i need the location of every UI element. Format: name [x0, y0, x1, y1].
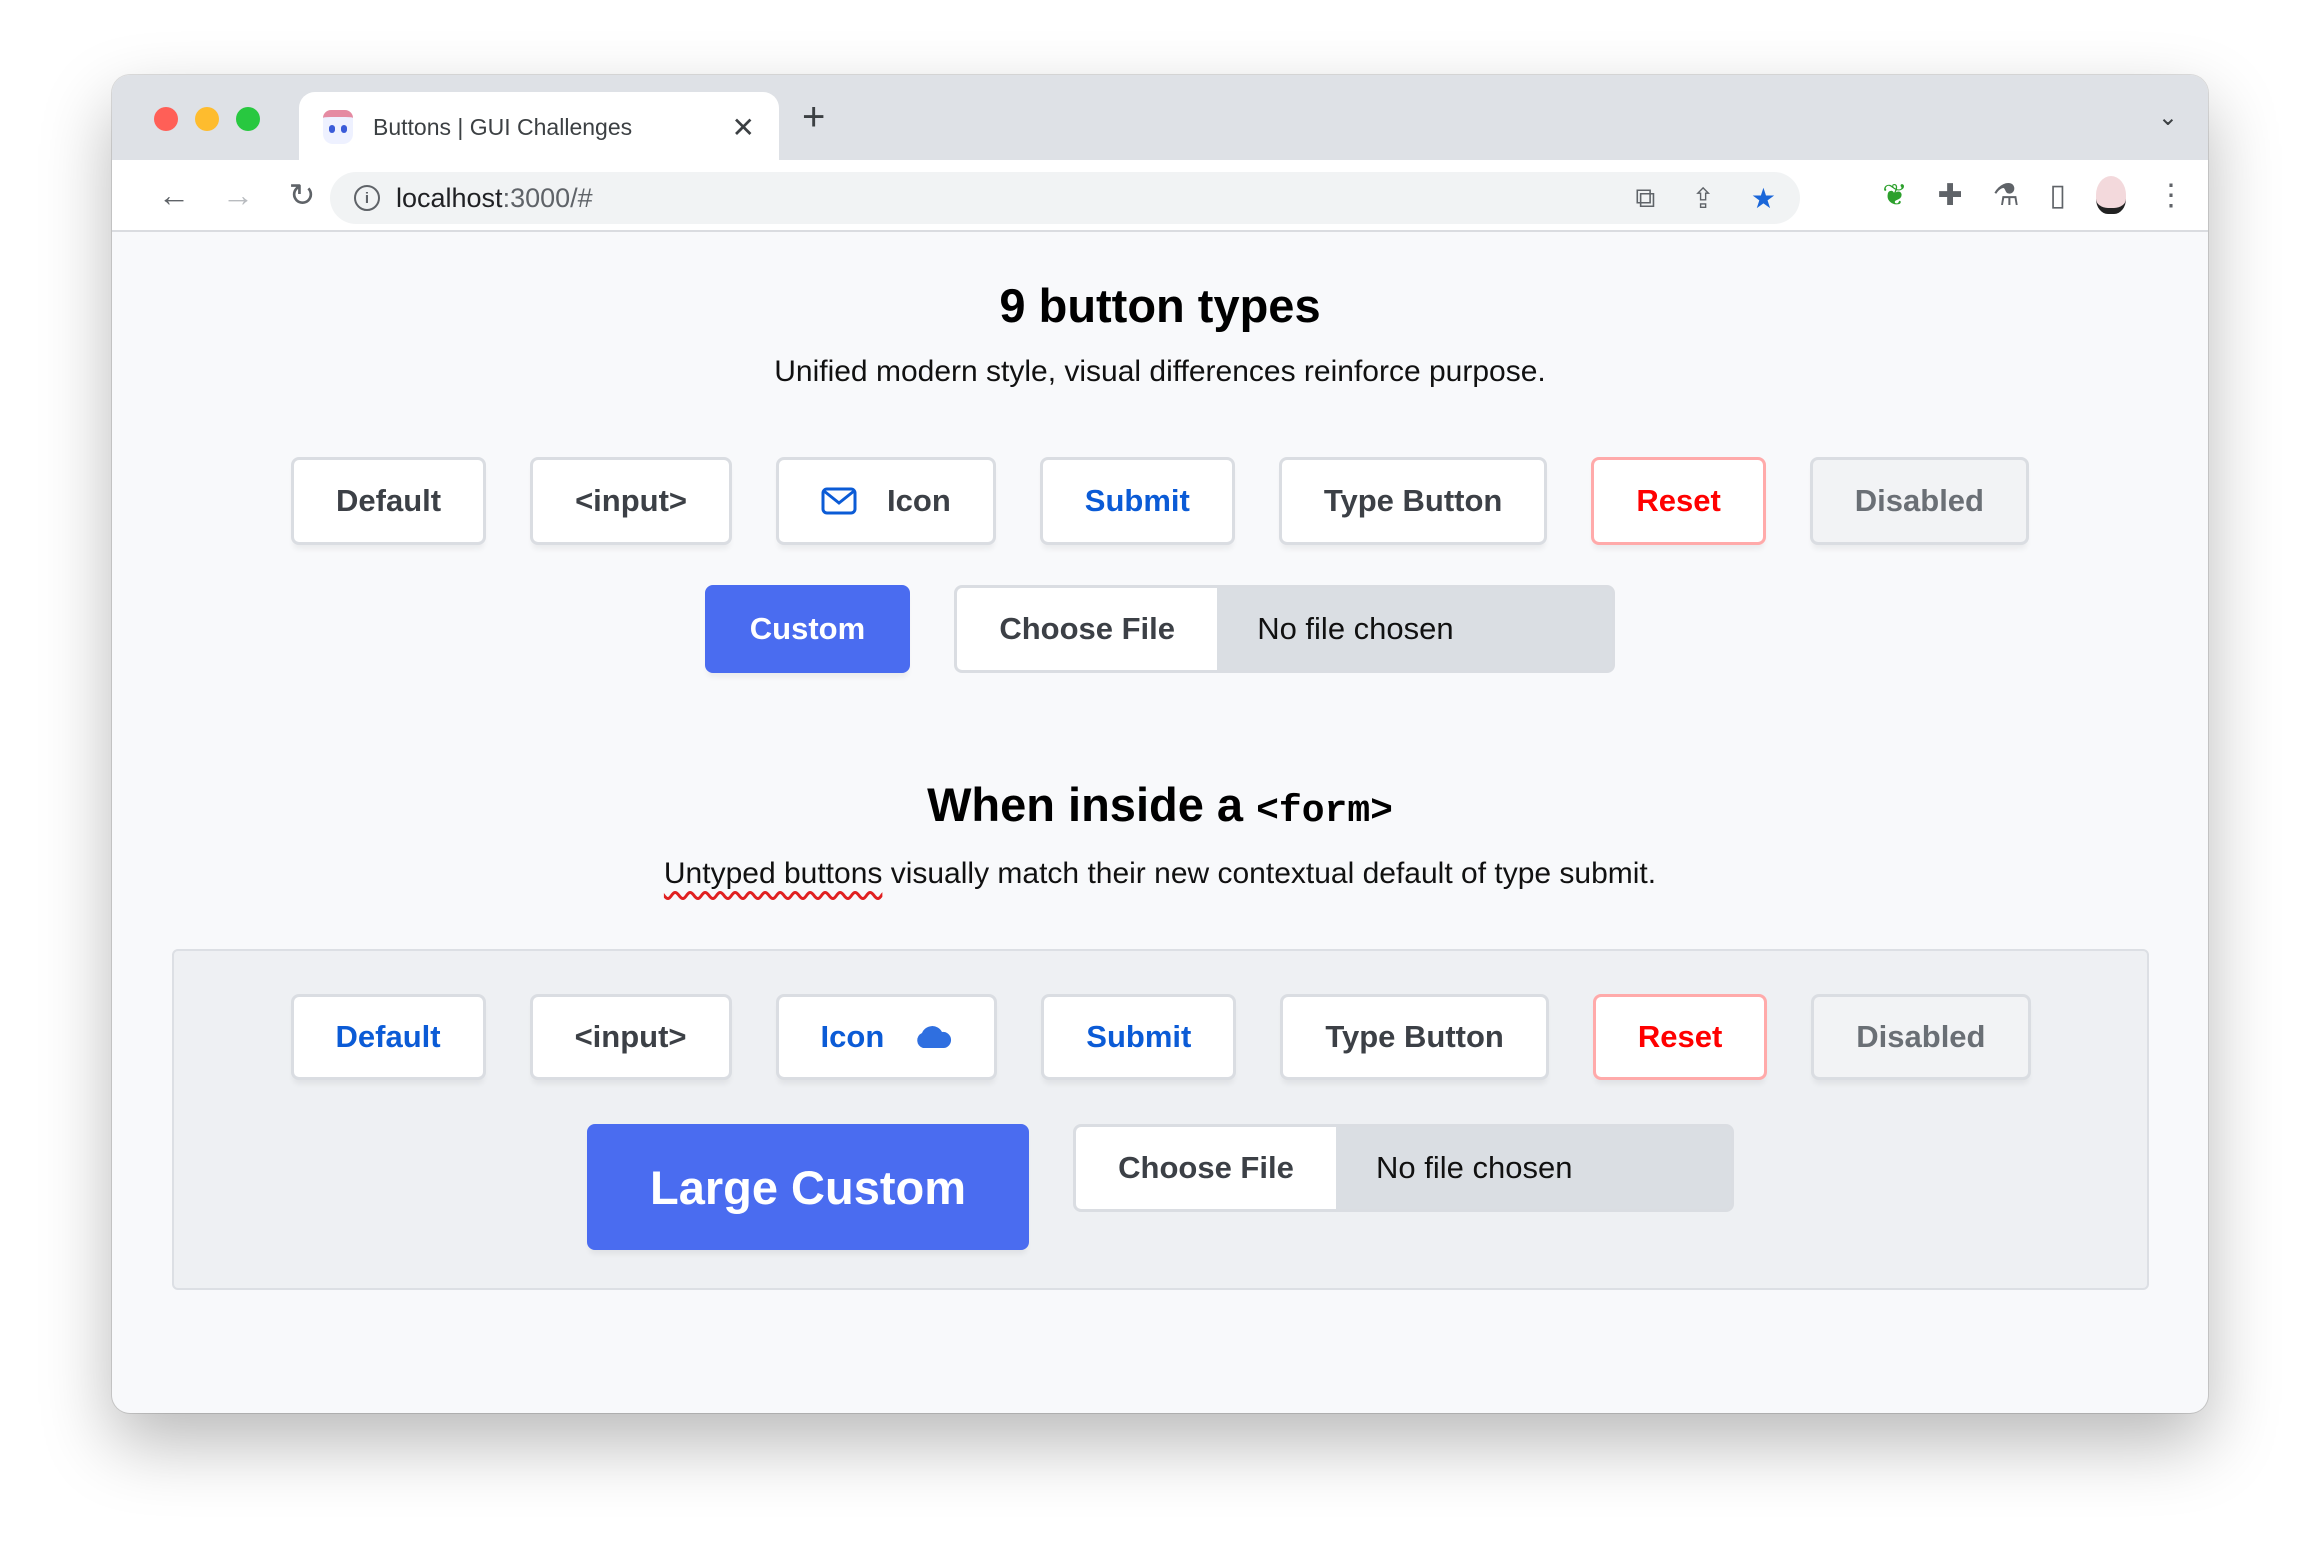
- input-button[interactable]: <input>: [530, 457, 733, 545]
- section-title: 9 button types: [999, 279, 1321, 332]
- tab-title: Buttons | GUI Challenges: [373, 113, 633, 140]
- url-path: :3000/#: [502, 182, 593, 213]
- form-title-code: <form>: [1256, 790, 1393, 833]
- form-input-button[interactable]: <input>: [529, 994, 732, 1080]
- reload-icon[interactable]: ↻: [288, 177, 316, 213]
- form-submit-button[interactable]: Submit: [1041, 994, 1237, 1080]
- extension-leaf-icon[interactable]: ❦: [1882, 178, 1908, 212]
- button-row-2: Custom Choose File No file chosen: [112, 585, 2208, 673]
- choose-file-button[interactable]: Choose File: [957, 588, 1218, 670]
- section-subtitle: Unified modern style, visual differences…: [774, 355, 1546, 388]
- button-row: Default <input> Icon Submit Type Button …: [112, 457, 2208, 545]
- profile-avatar[interactable]: [2096, 176, 2126, 214]
- address-bar[interactable]: i localhost:3000/# ⧉ ⇪ ★: [330, 172, 1800, 224]
- extensions-puzzle-icon[interactable]: ✚: [1937, 178, 1963, 212]
- forward-icon[interactable]: →: [222, 176, 254, 213]
- spellcheck-text: Untyped buttons: [663, 857, 883, 890]
- favicon-icon: [323, 110, 353, 144]
- extensions-area: ❦ ✚ ⚗ ▯ ⋮: [1882, 176, 2186, 214]
- submit-button[interactable]: Submit: [1039, 457, 1235, 545]
- page-content: 9 button types Unified modern style, vis…: [112, 232, 2208, 1413]
- file-status: No file chosen: [1257, 611, 1454, 646]
- form-default-button[interactable]: Default: [290, 994, 486, 1080]
- info-icon[interactable]: i: [354, 185, 380, 211]
- new-tab-button[interactable]: +: [802, 95, 826, 139]
- browser-window: Buttons | GUI Challenges ✕ + ⌄ ← → ↻ i l…: [112, 75, 2208, 1413]
- large-custom-button[interactable]: Large Custom: [587, 1124, 1029, 1250]
- labs-flask-icon[interactable]: ⚗: [1992, 178, 2020, 212]
- side-panel-icon[interactable]: ▯: [2049, 178, 2066, 212]
- tab-active[interactable]: Buttons | GUI Challenges ✕: [299, 92, 779, 162]
- form-section-subtitle: Untyped buttons visually match their new…: [112, 857, 2208, 891]
- form-icon-button[interactable]: Icon: [775, 994, 998, 1080]
- back-icon[interactable]: ←: [158, 176, 190, 213]
- disabled-button: Disabled: [1809, 457, 2029, 545]
- maximize-window-button[interactable]: [236, 107, 260, 131]
- open-external-icon[interactable]: ⧉: [1635, 181, 1656, 213]
- url-host: localhost: [396, 182, 503, 213]
- form-reset-button[interactable]: Reset: [1592, 994, 1768, 1080]
- form-icon-button-label: Icon: [820, 1019, 885, 1054]
- form-container: Default <input> Icon Submit Type Button …: [172, 949, 2149, 1290]
- default-button[interactable]: Default: [291, 457, 487, 545]
- cloud-icon: [917, 1026, 952, 1048]
- subtitle-rest: visually match their new contextual defa…: [882, 857, 1657, 890]
- form-choose-file-button[interactable]: Choose File: [1076, 1127, 1336, 1209]
- bookmark-star-icon[interactable]: ★: [1750, 182, 1776, 214]
- minimize-window-button[interactable]: [195, 107, 219, 131]
- icon-button[interactable]: Icon: [776, 457, 996, 545]
- close-tab-icon[interactable]: ✕: [731, 111, 755, 143]
- form-file-input[interactable]: Choose File No file chosen: [1073, 1124, 1734, 1212]
- custom-button[interactable]: Custom: [704, 585, 911, 673]
- form-type-button[interactable]: Type Button: [1280, 994, 1549, 1080]
- window-controls: [154, 107, 260, 131]
- icon-button-label: Icon: [887, 483, 951, 518]
- form-file-status: No file chosen: [1376, 1150, 1573, 1185]
- form-button-row: Default <input> Icon Submit Type Button …: [174, 994, 2147, 1080]
- form-title-text: When inside a: [927, 778, 1257, 831]
- form-section-title: When inside a <form>: [112, 777, 2208, 833]
- share-icon[interactable]: ⇪: [1691, 182, 1715, 214]
- toolbar: ← → ↻ i localhost:3000/# ⧉ ⇪ ★ ❦ ✚ ⚗ ▯ ⋮: [112, 160, 2208, 232]
- mail-icon: [821, 487, 857, 515]
- form-disabled-button: Disabled: [1811, 994, 2031, 1080]
- close-window-button[interactable]: [154, 107, 178, 131]
- type-button[interactable]: Type Button: [1278, 457, 1548, 545]
- file-input[interactable]: Choose File No file chosen: [954, 585, 1616, 673]
- menu-kebab-icon[interactable]: ⋮: [2156, 178, 2186, 212]
- tab-bar: Buttons | GUI Challenges ✕ + ⌄: [112, 75, 2208, 162]
- form-button-row-2: Large Custom Choose File No file chosen: [174, 1124, 2147, 1250]
- tab-search-chevron-icon[interactable]: ⌄: [2157, 104, 2178, 131]
- reset-button[interactable]: Reset: [1591, 457, 1766, 545]
